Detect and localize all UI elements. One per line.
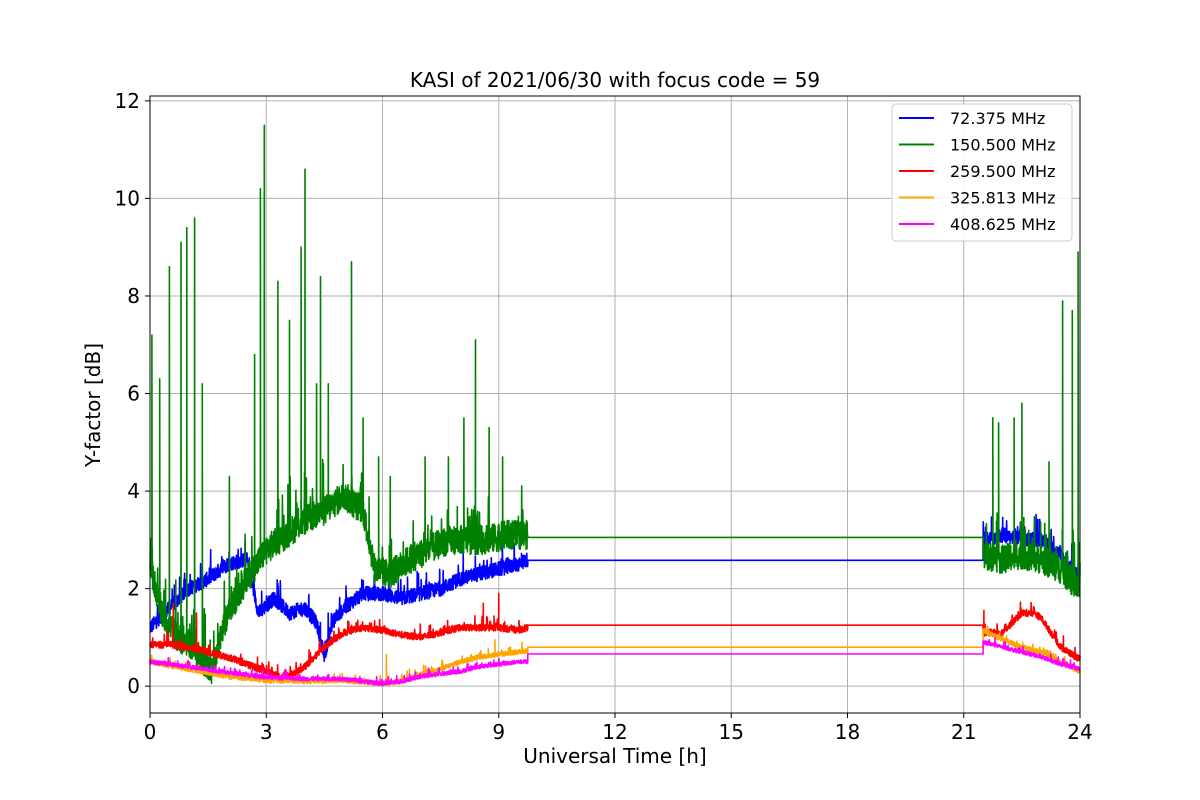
y-tick-label: 4: [127, 479, 140, 503]
x-axis: 0 3 6 9 12 15 18 21 24: [144, 713, 1093, 744]
x-axis-label: Universal Time [h]: [523, 744, 706, 768]
x-tick-label: 6: [376, 720, 389, 744]
legend-label: 72.375 MHz: [950, 109, 1045, 128]
y-tick-label: 10: [115, 186, 140, 210]
y-axis: 0 2 4 6 8 10 12: [115, 89, 150, 698]
x-tick-label: 0: [144, 720, 157, 744]
legend-label: 325.813 MHz: [950, 189, 1055, 208]
y-tick-label: 12: [115, 89, 140, 113]
y-tick-label: 8: [127, 284, 140, 308]
legend-label: 408.625 MHz: [950, 215, 1055, 234]
x-tick-label: 15: [719, 720, 744, 744]
legend-label: 259.500 MHz: [950, 162, 1055, 181]
x-tick-label: 12: [602, 720, 627, 744]
y-tick-label: 6: [127, 382, 140, 406]
y-tick-label: 0: [127, 674, 140, 698]
x-tick-label: 21: [951, 720, 976, 744]
y-axis-label: Y-factor [dB]: [81, 343, 105, 468]
x-tick-label: 24: [1067, 720, 1092, 744]
x-tick-label: 9: [492, 720, 505, 744]
x-tick-label: 18: [835, 720, 860, 744]
legend-label: 150.500 MHz: [950, 136, 1055, 155]
y-tick-label: 2: [127, 577, 140, 601]
legend: 72.375 MHz 150.500 MHz 259.500 MHz 325.813 …: [892, 104, 1072, 241]
x-tick-label: 3: [260, 720, 273, 744]
chart-title: KASI of 2021/06/30 with focus code = 59: [410, 68, 820, 92]
